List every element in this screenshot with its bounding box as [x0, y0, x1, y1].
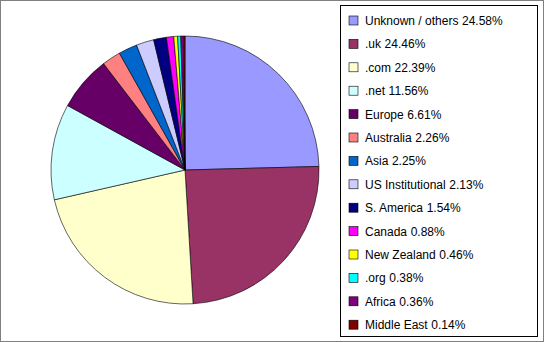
legend-label: .org0.38% — [365, 271, 424, 285]
pie-slice — [181, 36, 185, 170]
legend-swatch — [349, 227, 358, 236]
legend-swatch — [349, 297, 358, 306]
pie-slice — [185, 36, 319, 170]
legend-item: .net11.56% — [349, 84, 429, 98]
legend-item: Asia2.25% — [349, 154, 426, 168]
legend-swatch — [349, 320, 358, 329]
legend-name: Europe — [365, 108, 404, 122]
legend-value: 2.13% — [449, 178, 483, 192]
legend-label: S. America 1.54% — [365, 201, 461, 215]
legend-name: Australia — [365, 131, 412, 145]
legend: Unknown / others 24.58% .uk24.46% .com 22.39… — [341, 6, 538, 337]
legend-name: Middle East — [365, 318, 428, 332]
legend-label: Australia2.26% — [365, 131, 450, 145]
legend-name: .net — [365, 84, 386, 98]
legend-name: .uk — [365, 37, 382, 51]
legend-value: 0.88% — [411, 225, 445, 239]
legend-label: .com 22.39% — [365, 61, 436, 75]
legend-value: 0.46% — [439, 248, 473, 262]
pie-slice — [184, 36, 185, 170]
legend-name: New Zealand — [365, 248, 436, 262]
chart-frame — [1, 1, 544, 342]
legend-swatch — [349, 133, 358, 142]
legend-label: New Zealand0.46% — [365, 248, 474, 262]
legend-value: 0.14% — [431, 318, 465, 332]
legend-item: .com 22.39% — [349, 61, 436, 75]
legend-name: Canada — [365, 225, 407, 239]
legend-name: Asia — [365, 154, 389, 168]
legend-swatch — [349, 203, 358, 212]
legend-label: .net11.56% — [365, 84, 429, 98]
legend-swatch — [349, 39, 358, 48]
legend-label: Europe6.61% — [365, 108, 442, 122]
legend-label: Canada 0.88% — [365, 225, 445, 239]
legend-item: New Zealand0.46% — [349, 248, 474, 262]
legend-swatch — [349, 86, 358, 95]
legend-item: Australia2.26% — [349, 131, 450, 145]
legend-swatch — [349, 180, 358, 189]
legend-item: .org0.38% — [349, 271, 424, 285]
legend-item: US Institutional2.13% — [349, 178, 484, 192]
legend-value: 2.25% — [392, 154, 426, 168]
legend-swatch — [349, 16, 358, 25]
legend-value: 0.36% — [399, 295, 433, 309]
pie-slice — [178, 36, 185, 170]
legend-name: Unknown / others — [365, 14, 458, 28]
legend-value: 2.26% — [415, 131, 449, 145]
legend-item: Unknown / others 24.58% — [349, 14, 503, 28]
legend-swatch — [349, 273, 358, 282]
legend-swatch — [349, 250, 358, 259]
legend-value: 1.54% — [427, 201, 461, 215]
legend-value: 6.61% — [407, 108, 441, 122]
legend-label: Unknown / others 24.58% — [365, 14, 503, 28]
legend-name: S. America — [365, 201, 423, 215]
pie-slice — [174, 36, 185, 170]
legend-name: .com — [365, 61, 391, 75]
legend-value: 24.58% — [462, 14, 503, 28]
pie-slice — [185, 166, 319, 303]
legend-name: Africa — [365, 295, 396, 309]
pie — [51, 36, 319, 304]
legend-swatch — [349, 110, 358, 119]
legend-item: Africa0.36% — [349, 295, 434, 309]
legend-item: S. America 1.54% — [349, 201, 461, 215]
legend-swatch — [349, 63, 358, 72]
legend-label: Middle East0.14% — [365, 318, 466, 332]
legend-label: .uk24.46% — [365, 37, 426, 51]
legend-label: Asia2.25% — [365, 154, 426, 168]
chart: Unknown / others 24.58% .uk24.46% .com 22.39… — [0, 0, 544, 342]
legend-item: Europe6.61% — [349, 108, 442, 122]
legend-name: .org — [365, 271, 386, 285]
legend-item: Canada 0.88% — [349, 225, 445, 239]
legend-box — [341, 6, 538, 337]
legend-label: Africa0.36% — [365, 295, 434, 309]
legend-value: 24.46% — [385, 37, 426, 51]
legend-value: 11.56% — [389, 84, 429, 98]
pie-slice — [166, 36, 185, 170]
legend-value: 0.38% — [389, 271, 423, 285]
legend-label: US Institutional2.13% — [365, 178, 484, 192]
legend-swatch — [349, 156, 358, 165]
legend-value: 22.39% — [395, 61, 436, 75]
legend-name: US Institutional — [365, 178, 446, 192]
legend-item: Middle East0.14% — [349, 318, 466, 332]
legend-item: .uk24.46% — [349, 37, 426, 51]
